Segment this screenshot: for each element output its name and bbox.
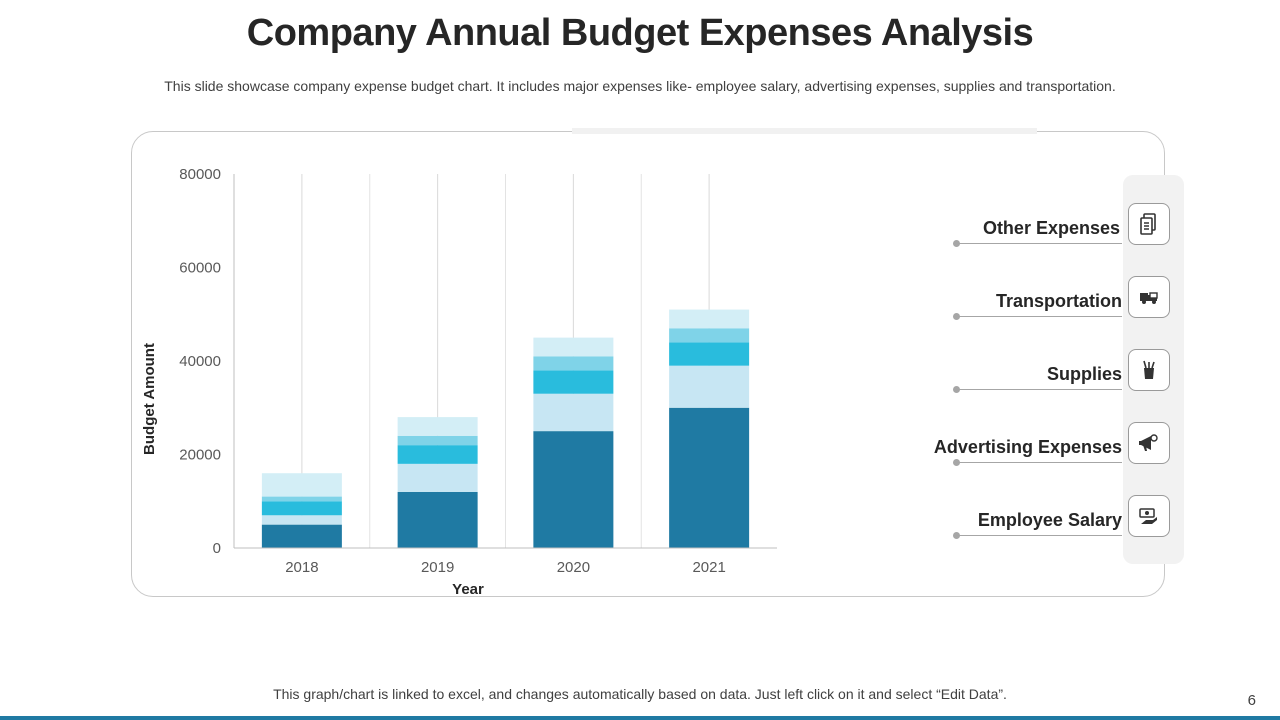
bar-segment-advertising-expenses[interactable] xyxy=(397,463,478,492)
bar-segment-transportation[interactable] xyxy=(669,328,750,343)
bar-segment-supplies[interactable] xyxy=(533,370,614,394)
y-tick-label: 40000 xyxy=(179,353,221,370)
bar-segment-advertising-expenses[interactable] xyxy=(261,515,342,525)
bar-segment-supplies[interactable] xyxy=(669,342,750,366)
bar-segment-transportation[interactable] xyxy=(261,496,342,502)
panel-top-divider xyxy=(572,128,1037,134)
legend-label-advertising-expenses: Advertising Expenses xyxy=(933,437,1122,457)
bar-segment-transportation[interactable] xyxy=(533,356,614,371)
legend-label-transportation: Transportation xyxy=(995,291,1122,311)
legend-dot xyxy=(953,240,960,247)
y-tick-label: 20000 xyxy=(179,447,221,464)
bar-segment-employee-salary[interactable] xyxy=(397,491,478,548)
bar-segment-other-expenses[interactable] xyxy=(261,473,342,497)
legend-leader-line xyxy=(956,462,1122,463)
bar-segment-other-expenses[interactable] xyxy=(533,337,614,357)
legend-label-employee-salary: Employee Salary xyxy=(977,510,1122,530)
legend-leader-line xyxy=(956,243,1122,244)
y-tick-label: 0 xyxy=(213,540,221,557)
legend-leader-line xyxy=(956,535,1122,536)
bar-segment-employee-salary[interactable] xyxy=(669,407,750,548)
legend-label-supplies: Supplies xyxy=(1046,364,1122,384)
bar-segment-supplies[interactable] xyxy=(261,501,342,516)
legend-dot xyxy=(953,459,960,466)
bar-segment-employee-salary[interactable] xyxy=(261,524,342,548)
y-tick-label: 80000 xyxy=(179,166,221,183)
y-axis-title: Budget Amount xyxy=(141,343,158,455)
bar-segment-advertising-expenses[interactable] xyxy=(669,365,750,408)
bar-segment-advertising-expenses[interactable] xyxy=(533,393,614,432)
legend-dot xyxy=(953,532,960,539)
supplies-cup-icon[interactable] xyxy=(1128,349,1170,391)
legend-label-other-expenses: Other Expenses xyxy=(982,218,1120,238)
x-tick-label: 2020 xyxy=(557,559,590,576)
legend-dot xyxy=(953,313,960,320)
bar-segment-transportation[interactable] xyxy=(397,435,478,446)
legend-leader-line xyxy=(956,389,1122,390)
truck-icon[interactable] xyxy=(1128,276,1170,318)
megaphone-icon[interactable] xyxy=(1128,422,1170,464)
legend-dot xyxy=(953,386,960,393)
bar-segment-other-expenses[interactable] xyxy=(669,309,750,329)
bar-segment-other-expenses[interactable] xyxy=(397,417,478,436)
x-tick-label: 2021 xyxy=(692,559,725,576)
x-tick-label: 2018 xyxy=(285,559,318,576)
x-tick-label: 2019 xyxy=(421,559,454,576)
document-icon[interactable] xyxy=(1128,203,1170,245)
stacked-bar-chart[interactable]: 0 20000 40000 60000 80000 2018 2019 2020 2021 Yea… xyxy=(131,150,811,610)
slide-subtitle: This slide showcase company expense budg… xyxy=(164,78,1116,94)
y-tick-label: 60000 xyxy=(179,260,221,277)
bottom-accent-bar xyxy=(0,716,1280,720)
legend-leader-line xyxy=(956,316,1122,317)
money-hand-icon[interactable] xyxy=(1128,495,1170,537)
page-number: 6 xyxy=(1247,692,1256,709)
x-axis-title: Year xyxy=(452,581,484,598)
slide-title: Company Annual Budget Expenses Analysis xyxy=(246,12,1034,54)
bar-segment-supplies[interactable] xyxy=(397,445,478,464)
bar-segment-employee-salary[interactable] xyxy=(533,431,614,548)
footer-note: This graph/chart is linked to excel, and… xyxy=(273,686,1007,702)
